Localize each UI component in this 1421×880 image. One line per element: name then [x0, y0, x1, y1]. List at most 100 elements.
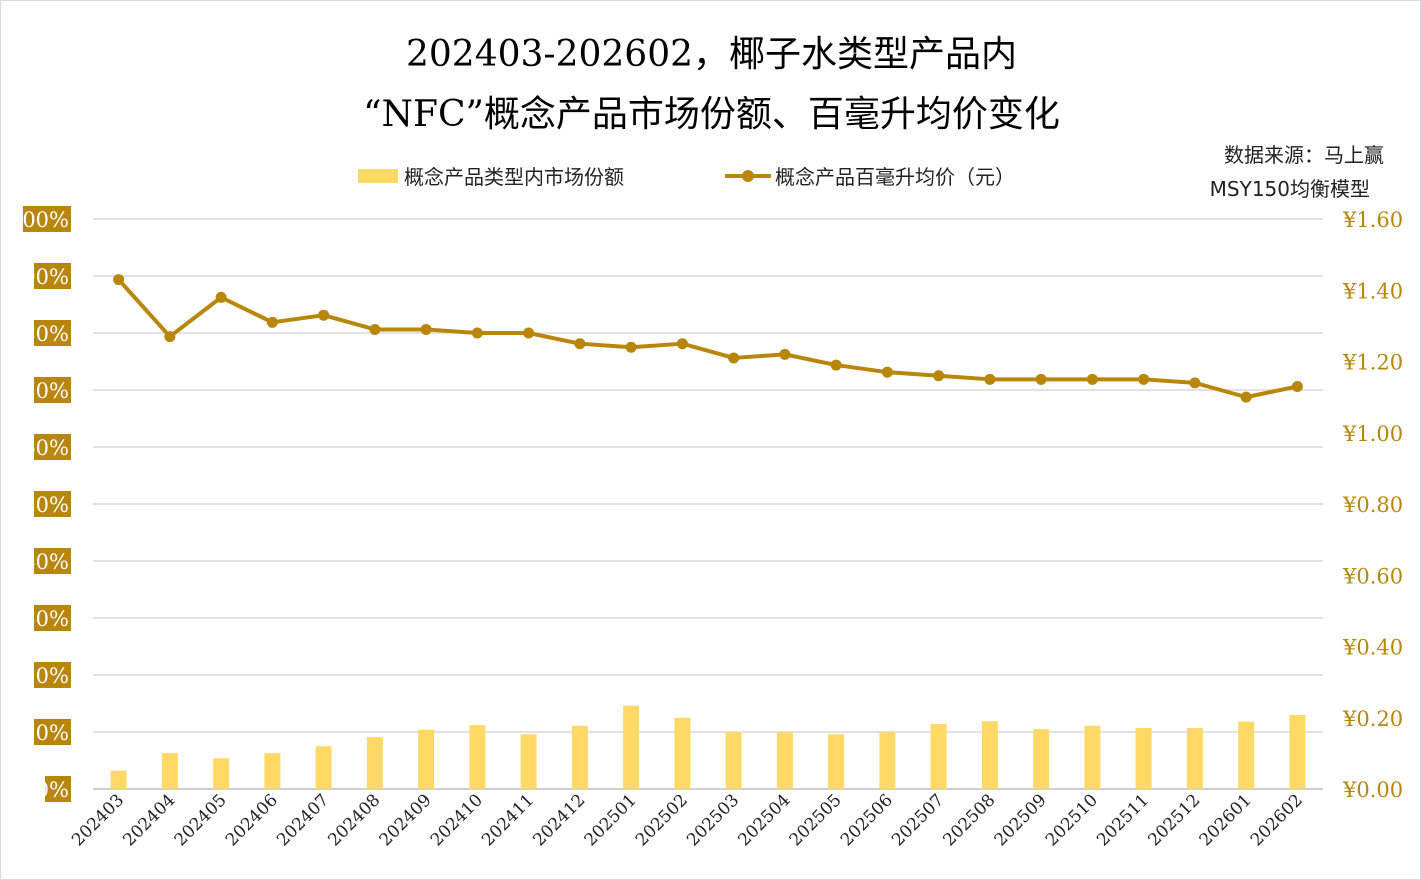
legend-line: 概念产品百毫升均价（元） — [725, 161, 1015, 190]
x-tick-label: 202407 — [273, 790, 333, 850]
x-tick-label: 202404 — [119, 790, 179, 850]
bar — [776, 732, 793, 789]
bar — [1135, 728, 1152, 789]
bar — [469, 725, 486, 789]
left-tick-label: 100% — [9, 208, 69, 232]
line-point — [779, 348, 791, 360]
x-tick-label: 202502 — [632, 790, 692, 850]
right-tick-label: ¥0.60 — [1342, 564, 1403, 588]
line-point — [1189, 377, 1201, 389]
bar — [213, 758, 230, 789]
line-point — [676, 338, 688, 350]
x-tick-label: 202507 — [888, 790, 948, 850]
x-tick-label: 202506 — [837, 790, 897, 850]
line-point — [266, 316, 278, 328]
x-tick-label: 202504 — [734, 790, 794, 850]
x-tick-label: 202409 — [376, 790, 436, 850]
line-point — [369, 323, 381, 335]
legend-bar-label: 概念产品类型内市场份额 — [404, 165, 624, 189]
legend-line-swatch — [725, 169, 771, 182]
line-point — [1138, 373, 1150, 385]
x-tick-label: 202512 — [1144, 790, 1204, 850]
left-tick-label-bg — [34, 491, 71, 517]
line-point — [420, 323, 432, 335]
line-point — [933, 370, 945, 382]
line-point — [830, 359, 842, 371]
right-tick-label: ¥1.00 — [1342, 422, 1403, 446]
left-tick-label: 50% — [22, 493, 69, 517]
line-point — [574, 338, 586, 350]
left-tick-label: 30% — [22, 607, 69, 631]
line-point — [318, 309, 330, 321]
x-tick-label: 202601 — [1196, 790, 1256, 850]
left-tick-label-bg — [45, 776, 71, 802]
bar — [366, 737, 383, 789]
x-tick-label: 202508 — [939, 790, 999, 850]
left-tick-label: 70% — [22, 379, 69, 403]
left-tick-label-bg — [34, 263, 71, 289]
bar — [725, 732, 742, 789]
left-tick-label-bg — [34, 377, 71, 403]
bar — [520, 734, 537, 789]
bar — [1238, 721, 1255, 789]
legend-bar: 概念产品类型内市场份额 — [358, 161, 624, 190]
left-tick-label: 60% — [22, 436, 69, 460]
legend-bar-swatch — [358, 168, 398, 183]
left-tick-label: 80% — [22, 322, 69, 346]
x-tick-label: 202410 — [427, 790, 487, 850]
x-tick-label: 202405 — [171, 790, 231, 850]
chart-title-line2: “NFC”概念产品市场份额、百毫升均价变化 — [363, 94, 1060, 135]
source-line1: 数据来源：马上赢 — [1224, 143, 1384, 167]
bar — [1289, 714, 1306, 789]
right-tick-label: ¥1.60 — [1342, 208, 1403, 232]
x-tick-label: 202412 — [529, 790, 589, 850]
right-tick-label: ¥0.40 — [1342, 636, 1403, 660]
price-line — [117, 278, 1298, 400]
x-tick-label: 202403 — [68, 790, 128, 850]
line-point — [728, 352, 740, 364]
x-tick-label: 202406 — [222, 790, 282, 850]
line-point — [625, 341, 637, 353]
bar — [315, 746, 332, 789]
bar — [264, 753, 281, 789]
right-tick-label: ¥0.00 — [1342, 778, 1403, 802]
chart-title-line1: 202403-202602，椰子水类型产品内 — [405, 34, 1018, 75]
left-tick-label-bg — [34, 434, 71, 460]
line-point — [1035, 373, 1047, 385]
line-point — [523, 327, 535, 339]
x-tick-label: 202505 — [786, 790, 846, 850]
x-tick-label: 202509 — [991, 790, 1051, 850]
bar — [571, 725, 588, 789]
left-tick-label: 90% — [22, 265, 69, 289]
line-point — [881, 366, 893, 378]
bar — [674, 717, 691, 789]
bar — [930, 724, 947, 789]
line-point — [984, 373, 996, 385]
left-tick-label-bg — [34, 320, 71, 346]
bar — [623, 705, 640, 789]
x-tick-label: 202602 — [1247, 790, 1307, 850]
bar — [879, 732, 896, 789]
line-point — [471, 327, 483, 339]
bar — [110, 770, 127, 789]
left-tick-label-bg — [34, 605, 71, 631]
line-point — [164, 331, 176, 343]
x-tick-label: 202511 — [1093, 790, 1153, 850]
line-point — [215, 291, 227, 303]
legend-line-label: 概念产品百毫升均价（元） — [775, 165, 1015, 189]
line-point — [1086, 373, 1098, 385]
line-point — [1240, 391, 1252, 403]
x-tick-label: 202408 — [324, 790, 384, 850]
left-tick-label-bg — [34, 548, 71, 574]
bar — [1084, 725, 1101, 789]
source-line2: MSY150均衡模型 — [1209, 177, 1370, 201]
left-tick-label-bg — [23, 206, 71, 232]
line-point — [1291, 380, 1303, 392]
right-tick-label: ¥1.20 — [1342, 351, 1403, 375]
x-tick-label: 202510 — [1042, 790, 1102, 850]
x-tick-label: 202501 — [581, 790, 641, 850]
left-tick-label-bg — [34, 662, 71, 688]
left-tick-label: 10% — [22, 721, 69, 745]
